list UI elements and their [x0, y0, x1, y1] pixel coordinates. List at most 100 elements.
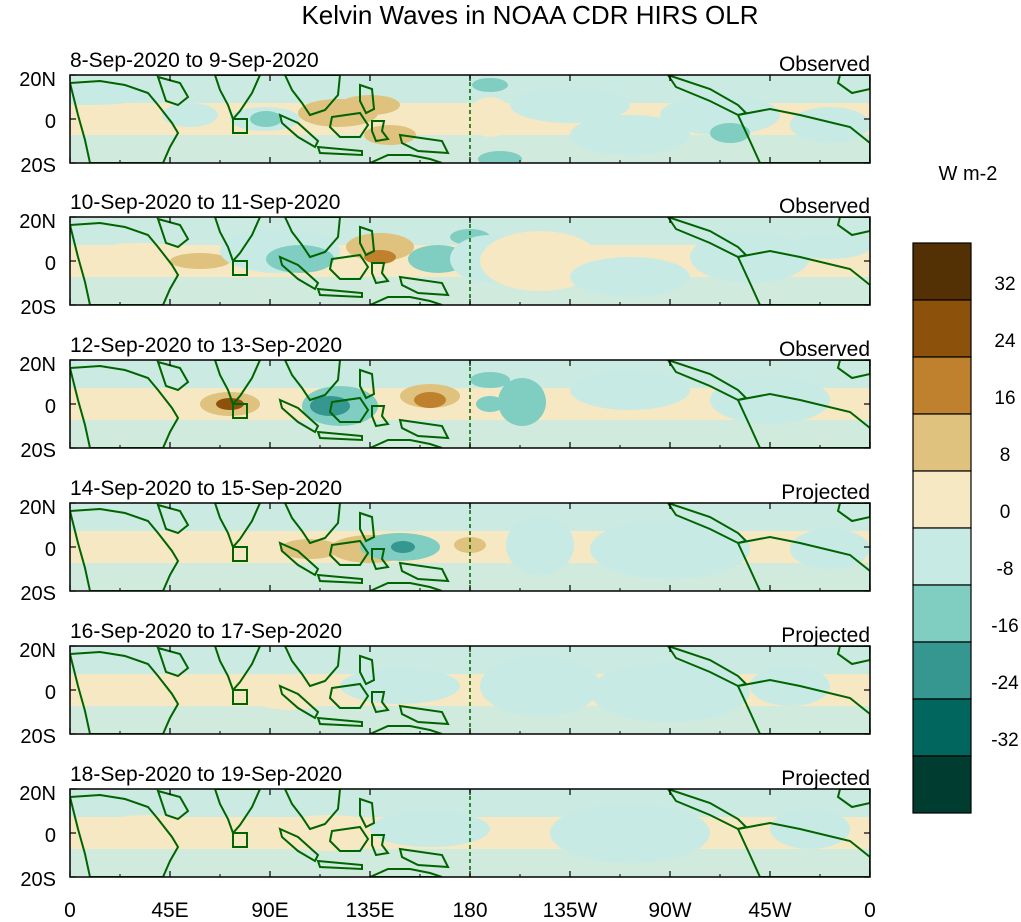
panel-date-range: 14-Sep-2020 to 15-Sep-2020	[70, 477, 342, 500]
map-field	[70, 217, 870, 305]
lat-label: 20S	[20, 869, 56, 891]
panel-date-range: 10-Sep-2020 to 11-Sep-2020	[70, 191, 340, 214]
colorbar-swatch	[912, 356, 972, 415]
anomaly-contour	[480, 231, 600, 291]
anomaly-contour	[690, 231, 810, 283]
lat-label: 0	[45, 396, 56, 418]
anomaly-contour	[170, 253, 230, 269]
anomaly-contour	[280, 539, 340, 559]
region-box	[232, 832, 248, 848]
region-box	[232, 546, 248, 562]
colorbar-level-label: -16	[991, 616, 1018, 637]
lat-label: 0	[45, 682, 56, 704]
colorbar-swatch	[912, 584, 972, 643]
anomaly-contour	[570, 115, 690, 155]
colorbar-level-label: -32	[991, 730, 1018, 751]
anomaly-contour	[340, 668, 460, 704]
panel-status: Observed	[779, 53, 870, 76]
map-field	[70, 503, 870, 591]
anomaly-contour	[480, 656, 600, 716]
anomaly-contour	[660, 95, 780, 135]
region-box	[232, 260, 248, 276]
lon-label: 180	[452, 899, 487, 922]
lat-label: 0	[45, 111, 56, 133]
lon-label: 0	[64, 899, 76, 922]
colorbar-swatch	[912, 470, 972, 529]
anomaly-contour	[770, 809, 850, 849]
lat-label: 20S	[20, 583, 56, 605]
panels: 20N 0 20S 8-Sep-2020 to 9-Sep-2020 Observed 2…	[19, 49, 871, 891]
panel-date-range: 18-Sep-2020 to 19-Sep-2020	[70, 763, 342, 786]
lat-label: 0	[45, 539, 56, 561]
lat-label: 20S	[20, 297, 56, 319]
region-box	[232, 118, 248, 134]
panel-status: Projected	[781, 624, 870, 647]
colorbar-level-label: 24	[994, 331, 1016, 352]
colorbar-swatch	[912, 413, 972, 472]
anomaly-contour	[550, 803, 710, 863]
anomaly-contour	[570, 257, 690, 297]
lon-label: 90E	[251, 899, 288, 922]
lon-label: 135W	[543, 899, 598, 922]
lat-label: 20S	[20, 440, 56, 462]
anomaly-contour	[250, 111, 282, 127]
lat-label: 20N	[19, 497, 56, 519]
lon-label: 135E	[345, 899, 394, 922]
anomaly-contour	[216, 398, 244, 410]
anomaly-contour	[790, 235, 870, 259]
colorbar-boxes	[912, 242, 972, 814]
lat-label: 20N	[19, 640, 56, 662]
colorbar-level-label: -8	[997, 559, 1014, 580]
lon-label: 90W	[648, 899, 691, 922]
colorbar-swatch	[912, 527, 972, 586]
anomaly-contour	[250, 682, 330, 710]
anomaly-contour	[470, 372, 510, 388]
anomaly-contour	[414, 392, 446, 408]
colorbar: W m-2 32 24 16 8 0 -8 -16 -24 -32	[912, 163, 1019, 814]
colorbar-level-label: 8	[1000, 445, 1011, 466]
anomaly-contour	[790, 107, 870, 143]
colorbar-level-label: -24	[991, 673, 1019, 694]
lat-label: 20N	[19, 354, 56, 376]
longitude-axis-labels: 0 45E 90E 135E 180 135W 90W 45W 0	[64, 899, 876, 922]
lat-label: 20N	[19, 783, 56, 805]
colorbar-swatch	[912, 242, 972, 301]
colorbar-swatch	[912, 299, 972, 358]
anomaly-contour	[468, 97, 512, 137]
anomaly-contour	[340, 95, 400, 115]
colorbar-level-label: 16	[994, 388, 1015, 409]
anomaly-contour	[570, 370, 690, 410]
anomaly-contour	[370, 811, 490, 847]
lon-label: 45E	[151, 899, 188, 922]
map-panel: 20N 0 20S 16-Sep-2020 to 17-Sep-2020 Project…	[19, 620, 871, 748]
colorbar-swatch	[912, 641, 972, 700]
panel-status: Observed	[779, 195, 870, 218]
map-panel: 20N 0 20S 12-Sep-2020 to 13-Sep-2020 Observe…	[19, 334, 871, 462]
lat-label: 20S	[20, 155, 56, 177]
anomaly-contour	[590, 519, 750, 579]
panel-date-range: 8-Sep-2020 to 9-Sep-2020	[70, 49, 319, 72]
anomaly-contour	[270, 815, 390, 851]
anomaly-contour	[266, 245, 334, 273]
anomaly-contour	[506, 515, 574, 575]
anomaly-contour	[590, 662, 750, 722]
map-panel: 20N 0 20S 8-Sep-2020 to 9-Sep-2020 Observed	[19, 49, 871, 177]
anomaly-contour	[710, 376, 830, 424]
anomaly-contour	[476, 396, 504, 412]
colorbar-labels: 32 24 16 8 0 -8 -16 -24 -32	[991, 274, 1019, 751]
anomaly-contour	[364, 250, 396, 264]
lat-label: 0	[45, 825, 56, 847]
anomaly-contour	[750, 666, 830, 706]
region-box	[232, 689, 248, 705]
anomaly-contour	[510, 87, 630, 123]
lon-label: 0	[864, 899, 876, 922]
colorbar-swatch	[912, 755, 972, 814]
anomaly-contour	[790, 529, 870, 569]
colorbar-level-label: 32	[994, 274, 1015, 295]
colorbar-swatch	[912, 698, 972, 757]
panel-date-range: 12-Sep-2020 to 13-Sep-2020	[70, 334, 342, 357]
anomaly-contour	[498, 378, 546, 426]
anomaly-contour	[162, 103, 218, 127]
colorbar-level-label: 0	[1000, 502, 1011, 523]
